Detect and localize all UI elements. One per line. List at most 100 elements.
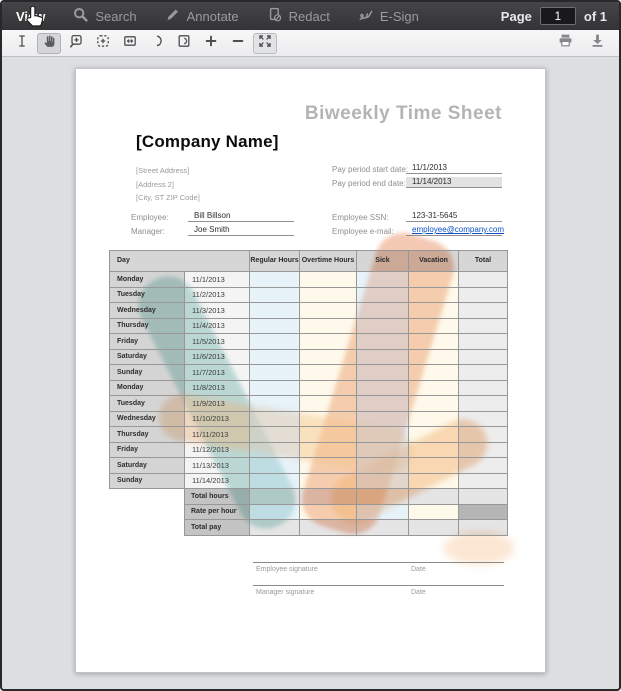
employee-signature-line [253,562,504,563]
download-icon [589,32,606,54]
pan-hand-icon [41,33,57,54]
address-line-2: [Address 2] [136,179,174,189]
search-tab-label: Search [95,8,137,24]
text-select-icon [14,33,30,54]
redact-icon [267,7,282,25]
print-button[interactable] [553,33,577,54]
pan-tool[interactable] [37,32,61,54]
manager-value: Joe Smith [188,225,294,236]
employee-label: Employee: [131,213,169,222]
print-icon [557,32,574,54]
company-name: [Company Name] [136,132,279,151]
pay-period-end-label: Pay period end date: [332,179,406,188]
employee-value: Bill Billson [188,211,294,222]
annotate-pencil-icon [165,7,180,25]
pay-period-end-value: 11/14/2013 [406,177,502,188]
timesheet-header-row: Day Regular Hours Overtime Hours Sick Va… [109,250,508,272]
view-tab-label: View [16,8,46,24]
redact-tab-label: Redact [288,8,330,24]
esign-icon [358,7,373,25]
employee-ssn-value: 123-31-5645 [406,211,502,222]
toolbar-tabs: View Search Annotate Redact E-Sign [2,2,433,30]
rotate-page-icon [176,33,192,54]
header-sick: Sick [356,250,409,272]
watermark-glow-shape [444,531,514,565]
totals-row: Total pay [110,519,508,536]
timesheet-row: Tuesday 11/2/2013 [109,286,508,303]
header-overtime-hours: Overtime Hours [299,250,357,272]
header-regular-hours: Regular Hours [249,250,300,272]
tab-redact[interactable]: Redact [253,2,344,30]
header-total: Total [458,250,508,272]
tools-left-group [10,32,277,54]
totals-row: Rate per hour [110,503,508,520]
fit-width-tool[interactable] [118,33,142,54]
timesheet-row: Thursday 11/4/2013 [109,317,508,334]
totals-row: Total hours [110,488,508,505]
manager-signature-label: Manager signature [256,589,315,596]
page-controls: Page of 1 [501,7,619,25]
top-toolbar: View Search Annotate Redact E-Sign Page [2,2,619,30]
employee-email-label: Employee e-mail: [332,227,394,236]
address-line-3: [City, ST ZIP Code] [136,193,200,202]
pay-period-start-value: 11/1/2013 [406,163,502,174]
rotate-tool[interactable] [145,33,169,54]
tools-toolbar [2,30,619,57]
timesheet-row: Monday 11/8/2013 [109,379,508,396]
document-title: Biweekly Time Sheet [304,103,502,124]
timesheet-row: Friday 11/5/2013 [109,333,508,350]
employee-signature-date-label: Date [411,566,426,573]
document-canvas[interactable]: Biweekly Time Sheet [Company Name] [Stre… [2,57,619,689]
document-page: Biweekly Time Sheet [Company Name] [Stre… [75,68,546,673]
timesheet-row: Friday 11/12/2013 [109,441,508,458]
text-select-tool[interactable] [10,33,34,54]
timesheet-table: Day Regular Hours Overtime Hours Sick Va… [109,250,508,536]
marquee-zoom-tool[interactable] [91,33,115,54]
page-label: Page [500,8,532,24]
tab-esign[interactable]: E-Sign [344,2,433,30]
rotate-page-tool[interactable] [172,33,196,54]
annotate-tab-label: Annotate [186,8,239,24]
tools-right-group [553,33,609,54]
timesheet-row: Saturday 11/13/2013 [109,457,508,474]
header-vacation: Vacation [408,250,459,272]
zoom-tool[interactable] [64,33,88,54]
fit-width-icon [122,33,138,54]
employee-signature-label: Employee signature [256,566,318,573]
timesheet-row: Wednesday 11/10/2013 [109,410,508,427]
rotate-icon [149,33,165,54]
fullscreen-button[interactable] [253,32,277,54]
timesheet-row: Sunday 11/7/2013 [109,364,508,381]
fullscreen-icon [257,33,273,54]
timesheet-row: Monday 11/1/2013 [109,271,508,288]
timesheet-row: Saturday 11/6/2013 [109,348,508,365]
pay-period-start-label: Pay period start date: [332,165,409,174]
timesheet-row: Tuesday 11/9/2013 [109,395,508,412]
employee-ssn-label: Employee SSN: [332,213,389,222]
timesheet-row: Sunday 11/14/2013 [109,472,508,489]
zoom-out-icon [230,33,246,54]
zoom-in-button[interactable] [199,33,223,54]
manager-signature-line [253,585,504,586]
header-day: Day [109,250,250,272]
search-icon [73,7,88,25]
manager-label: Manager: [131,227,165,236]
company-address: [Street Address] [Address 2] [City, ST Z… [136,164,200,205]
timesheet-row: Thursday 11/11/2013 [109,426,508,443]
timesheet-row: Wednesday 11/3/2013 [109,302,508,319]
manager-signature-date-label: Date [411,589,426,596]
tab-view[interactable]: View [2,2,59,30]
zoom-in-icon [203,33,219,54]
address-line-1: [Street Address] [136,166,190,175]
employee-email-link[interactable]: employee@company.com [406,225,504,236]
zoom-out-button[interactable] [226,33,250,54]
esign-tab-label: E-Sign [379,8,419,24]
page-of-label: of 1 [583,8,607,24]
download-button[interactable] [585,33,609,54]
page-number-input[interactable] [539,7,576,25]
tab-search[interactable]: Search [59,2,150,30]
tab-annotate[interactable]: Annotate [151,2,253,30]
document-content: Biweekly Time Sheet [Company Name] [Stre… [76,69,545,672]
marquee-zoom-icon [95,33,111,54]
